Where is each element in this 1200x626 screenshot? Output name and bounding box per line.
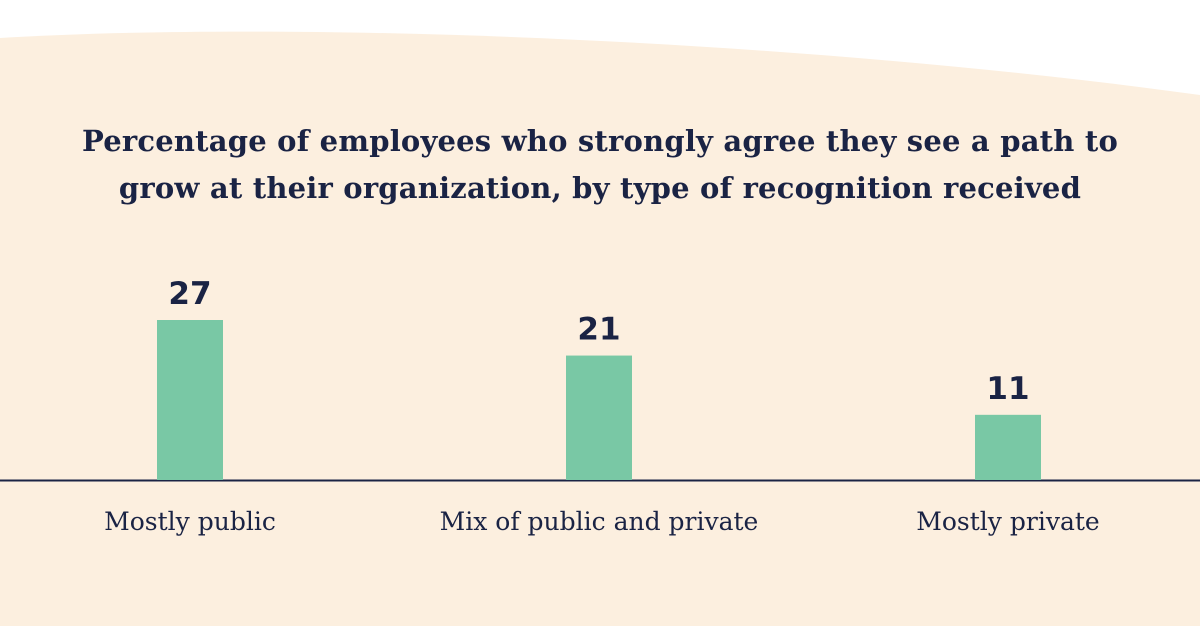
data-label-mostly-public: 27 <box>168 276 211 312</box>
bar-mostly-public <box>157 320 223 480</box>
category-label-mix-of-public-and-private: Mix of public and private <box>440 507 759 536</box>
chart-title: Percentage of employees who strongly agr… <box>82 124 1118 205</box>
category-label-mostly-public: Mostly public <box>104 507 276 536</box>
data-label-mix-of-public-and-private: 21 <box>577 312 620 348</box>
bar-mostly-private <box>975 414 1041 480</box>
category-label-mostly-private: Mostly private <box>916 507 1099 536</box>
bar-mix-of-public-and-private <box>566 355 632 480</box>
data-label-mostly-private: 11 <box>986 371 1029 407</box>
